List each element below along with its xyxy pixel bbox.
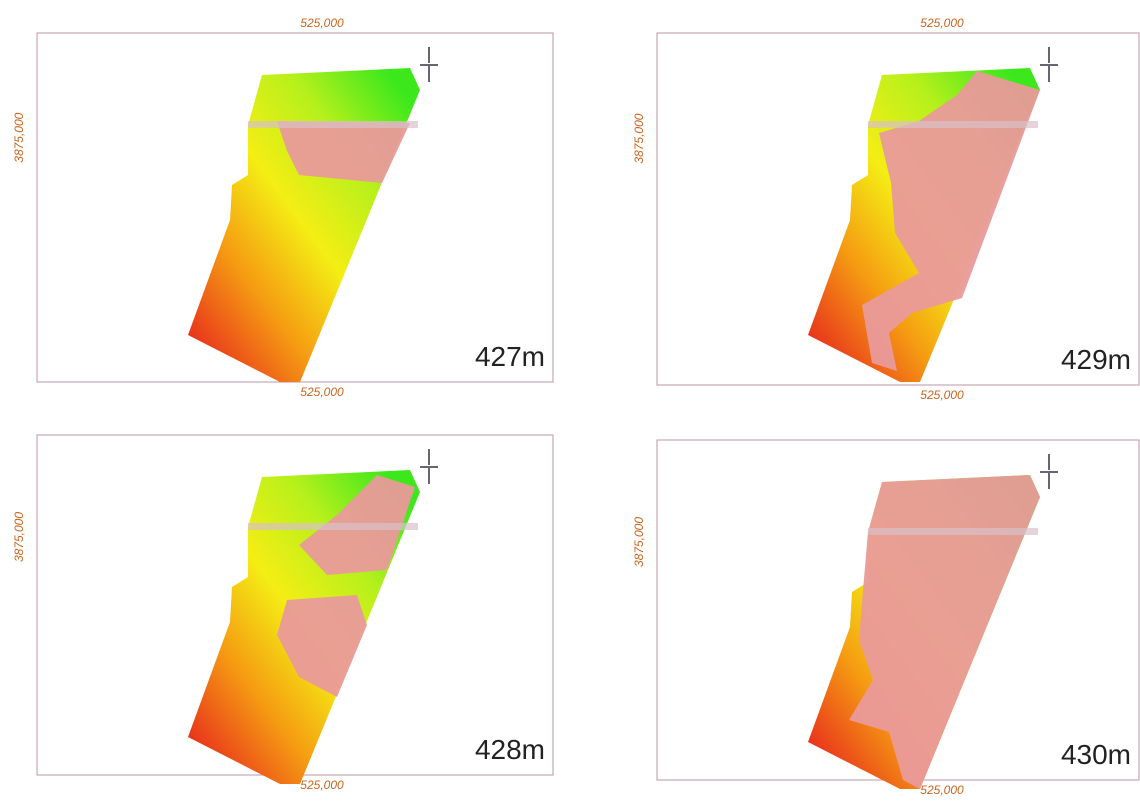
seam-strip xyxy=(868,121,1038,128)
coord-label: 525,000 xyxy=(920,16,964,30)
map-panel: 525,000 525,000 3875,000 427m xyxy=(12,16,553,399)
elevation-label: 427m xyxy=(475,341,545,372)
coord-label: 3875,000 xyxy=(12,512,26,562)
map-panel: 525,000 3875,000 428m xyxy=(12,435,553,792)
seam-strip xyxy=(248,121,418,128)
map-panel: 525,000 3875,000 430m xyxy=(632,440,1139,797)
coord-label: 3875,000 xyxy=(632,113,646,163)
terrain xyxy=(188,68,420,382)
coord-label: 3875,000 xyxy=(12,112,26,162)
seam-strip xyxy=(248,523,418,530)
elevation-label: 430m xyxy=(1061,739,1131,770)
map-panel: 525,000 525,000 3875,000 429m xyxy=(632,16,1139,402)
figure: 525,000525,0003875,000427m525,000525,000… xyxy=(0,0,1140,810)
coord-label: 525,000 xyxy=(300,16,344,30)
seam-strip xyxy=(868,528,1038,535)
elevation-label: 428m xyxy=(475,734,545,765)
coord-label: 525,000 xyxy=(920,783,964,797)
coord-label: 525,000 xyxy=(920,388,964,402)
elevation-label: 429m xyxy=(1061,344,1131,375)
coord-label: 525,000 xyxy=(300,778,344,792)
coord-label: 3875,000 xyxy=(632,517,646,567)
coord-label: 525,000 xyxy=(300,385,344,399)
